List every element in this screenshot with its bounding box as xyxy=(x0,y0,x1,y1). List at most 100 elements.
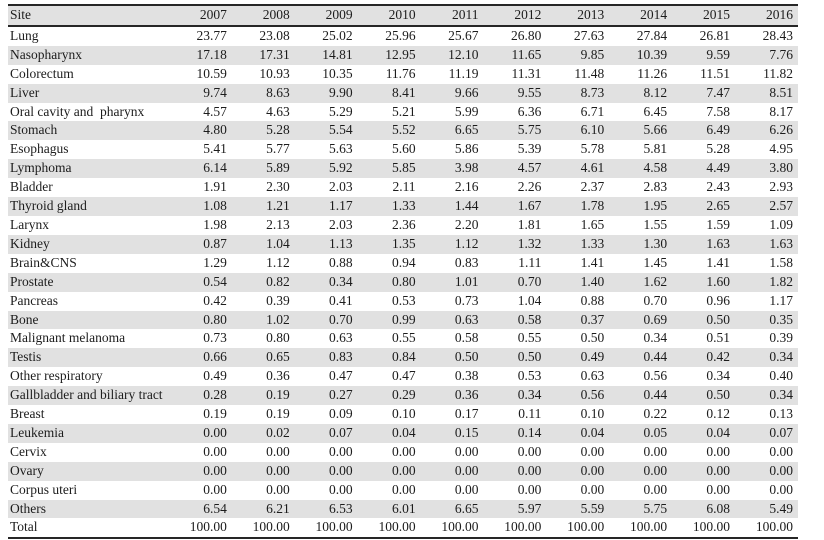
value-cell: 0.00 xyxy=(203,443,227,459)
value-cell: 6.65 xyxy=(454,122,479,138)
value-cell: 2.43 xyxy=(706,179,731,195)
table-row: Colorectum 10.59 10.93 10.35 11.76 11.19 11.31… xyxy=(8,65,798,84)
value-cell: 0.39 xyxy=(266,292,290,308)
value-cell: 0.58 xyxy=(517,311,542,327)
value-cell: 2.83 xyxy=(643,179,668,195)
value-cell: 0.82 xyxy=(266,273,290,289)
value-cell: 10.93 xyxy=(259,65,290,81)
value-cell: 0.80 xyxy=(391,273,416,289)
value-cell: 1.67 xyxy=(517,198,542,214)
site-cell: Thyroid gland xyxy=(10,198,87,214)
value-cell: 1.58 xyxy=(769,254,793,270)
value-cell: 4.49 xyxy=(706,160,731,176)
value-cell: 1.11 xyxy=(518,254,542,270)
value-cell: 5.66 xyxy=(643,122,668,138)
column-header-year-2014: 2014 xyxy=(609,5,673,27)
value-cell: 5.60 xyxy=(391,141,416,157)
value-cell: 0.07 xyxy=(769,424,793,440)
value-cell: 0.00 xyxy=(706,462,731,478)
table-row: Oral cavity and pharynx 4.57 4.63 5.29 5.21 5… xyxy=(8,103,798,122)
value-cell: 5.85 xyxy=(391,160,416,176)
value-cell: 0.69 xyxy=(643,311,668,327)
site-cell: Breast xyxy=(10,406,45,422)
value-cell: 0.27 xyxy=(329,387,353,403)
value-cell: 2.20 xyxy=(454,216,479,232)
value-cell: 0.11 xyxy=(518,406,542,422)
value-cell: 0.34 xyxy=(769,349,793,365)
table-row: Pancreas 0.42 0.39 0.41 0.53 0.73 1.04 0.88 0.70… xyxy=(8,292,798,311)
site-cell: Total xyxy=(10,519,38,535)
value-cell: 5.77 xyxy=(266,141,290,157)
value-cell: 100.00 xyxy=(441,519,479,535)
value-cell: 0.70 xyxy=(517,273,542,289)
value-cell: 1.01 xyxy=(454,273,479,289)
value-cell: 3.80 xyxy=(769,160,793,176)
value-cell: 0.19 xyxy=(203,406,227,422)
value-cell: 1.21 xyxy=(266,198,290,214)
site-cell: Bladder xyxy=(10,179,53,195)
value-cell: 2.26 xyxy=(517,179,542,195)
value-cell: 0.00 xyxy=(517,443,542,459)
value-cell: 0.00 xyxy=(517,462,542,478)
value-cell: 100.00 xyxy=(692,519,731,535)
value-cell: 26.81 xyxy=(699,27,731,43)
value-cell: 2.36 xyxy=(391,216,416,232)
value-cell: 1.55 xyxy=(643,216,668,232)
value-cell: 25.02 xyxy=(322,27,353,43)
value-cell: 0.00 xyxy=(580,481,605,497)
value-cell: 5.81 xyxy=(643,141,668,157)
value-cell: 23.77 xyxy=(196,27,227,43)
table-row: Liver 9.74 8.63 9.90 8.41 9.66 9.55 8.73 8.12 7.4… xyxy=(8,83,798,103)
value-cell: 2.13 xyxy=(266,216,290,232)
site-cell: Esophagus xyxy=(10,141,69,157)
value-cell: 6.71 xyxy=(580,103,605,119)
value-cell: 0.00 xyxy=(454,481,479,497)
value-cell: 0.63 xyxy=(329,330,353,346)
value-cell: 28.43 xyxy=(762,27,793,43)
value-cell: 100.00 xyxy=(755,519,793,535)
value-cell: 1.62 xyxy=(643,273,668,289)
value-cell: 9.74 xyxy=(203,84,227,100)
table-row: Breast 0.19 0.19 0.09 0.10 0.17 0.11 0.10 0.22 0.… xyxy=(8,405,798,424)
value-cell: 0.34 xyxy=(706,368,731,384)
value-cell: 1.32 xyxy=(517,235,542,251)
value-cell: 1.40 xyxy=(580,273,605,289)
value-cell: 0.44 xyxy=(643,387,668,403)
value-cell: 0.28 xyxy=(203,387,227,403)
value-cell: 9.90 xyxy=(329,84,353,100)
table-row: Prostate 0.54 0.82 0.34 0.80 1.01 0.70 1.40 1.62… xyxy=(8,272,798,292)
value-cell: 1.91 xyxy=(203,179,227,195)
column-header-year-2011: 2011 xyxy=(420,5,484,27)
value-cell: 5.86 xyxy=(454,141,479,157)
table-row: Bone 0.80 1.02 0.70 0.99 0.63 0.58 0.37 0.69 0.50… xyxy=(8,310,798,330)
value-cell: 0.10 xyxy=(580,406,605,422)
value-cell: 0.54 xyxy=(203,273,227,289)
value-cell: 0.00 xyxy=(266,443,290,459)
value-cell: 0.44 xyxy=(643,349,668,365)
table-row: Thyroid gland 1.08 1.21 1.17 1.33 1.44 1.67 1.7… xyxy=(8,197,798,216)
value-cell: 1.33 xyxy=(580,235,605,251)
value-cell: 0.00 xyxy=(643,443,668,459)
value-cell: 1.41 xyxy=(706,254,731,270)
site-cell: Kidney xyxy=(10,235,50,251)
table-row: Bladder 1.91 2.30 2.03 2.11 2.16 2.26 2.37 2.83 2… xyxy=(8,178,798,197)
value-cell: 7.76 xyxy=(769,46,793,62)
site-cell: Cervix xyxy=(10,443,47,459)
value-cell: 0.38 xyxy=(454,368,479,384)
value-cell: 0.65 xyxy=(266,349,290,365)
value-cell: 5.75 xyxy=(643,500,668,516)
value-cell: 0.49 xyxy=(580,349,605,365)
value-cell: 2.16 xyxy=(454,179,479,195)
value-cell: 8.12 xyxy=(643,84,668,100)
value-cell: 2.65 xyxy=(706,198,731,214)
value-cell: 0.70 xyxy=(329,311,353,327)
value-cell: 9.59 xyxy=(706,46,731,62)
value-cell: 1.29 xyxy=(203,254,227,270)
value-cell: 5.28 xyxy=(706,141,731,157)
table-row: Larynx 1.98 2.13 2.03 2.36 2.20 1.81 1.65 1.55 1.… xyxy=(8,216,798,235)
value-cell: 0.37 xyxy=(580,311,605,327)
value-cell: 6.65 xyxy=(454,500,479,516)
value-cell: 0.88 xyxy=(580,292,605,308)
column-header-year-2009: 2009 xyxy=(294,5,358,27)
